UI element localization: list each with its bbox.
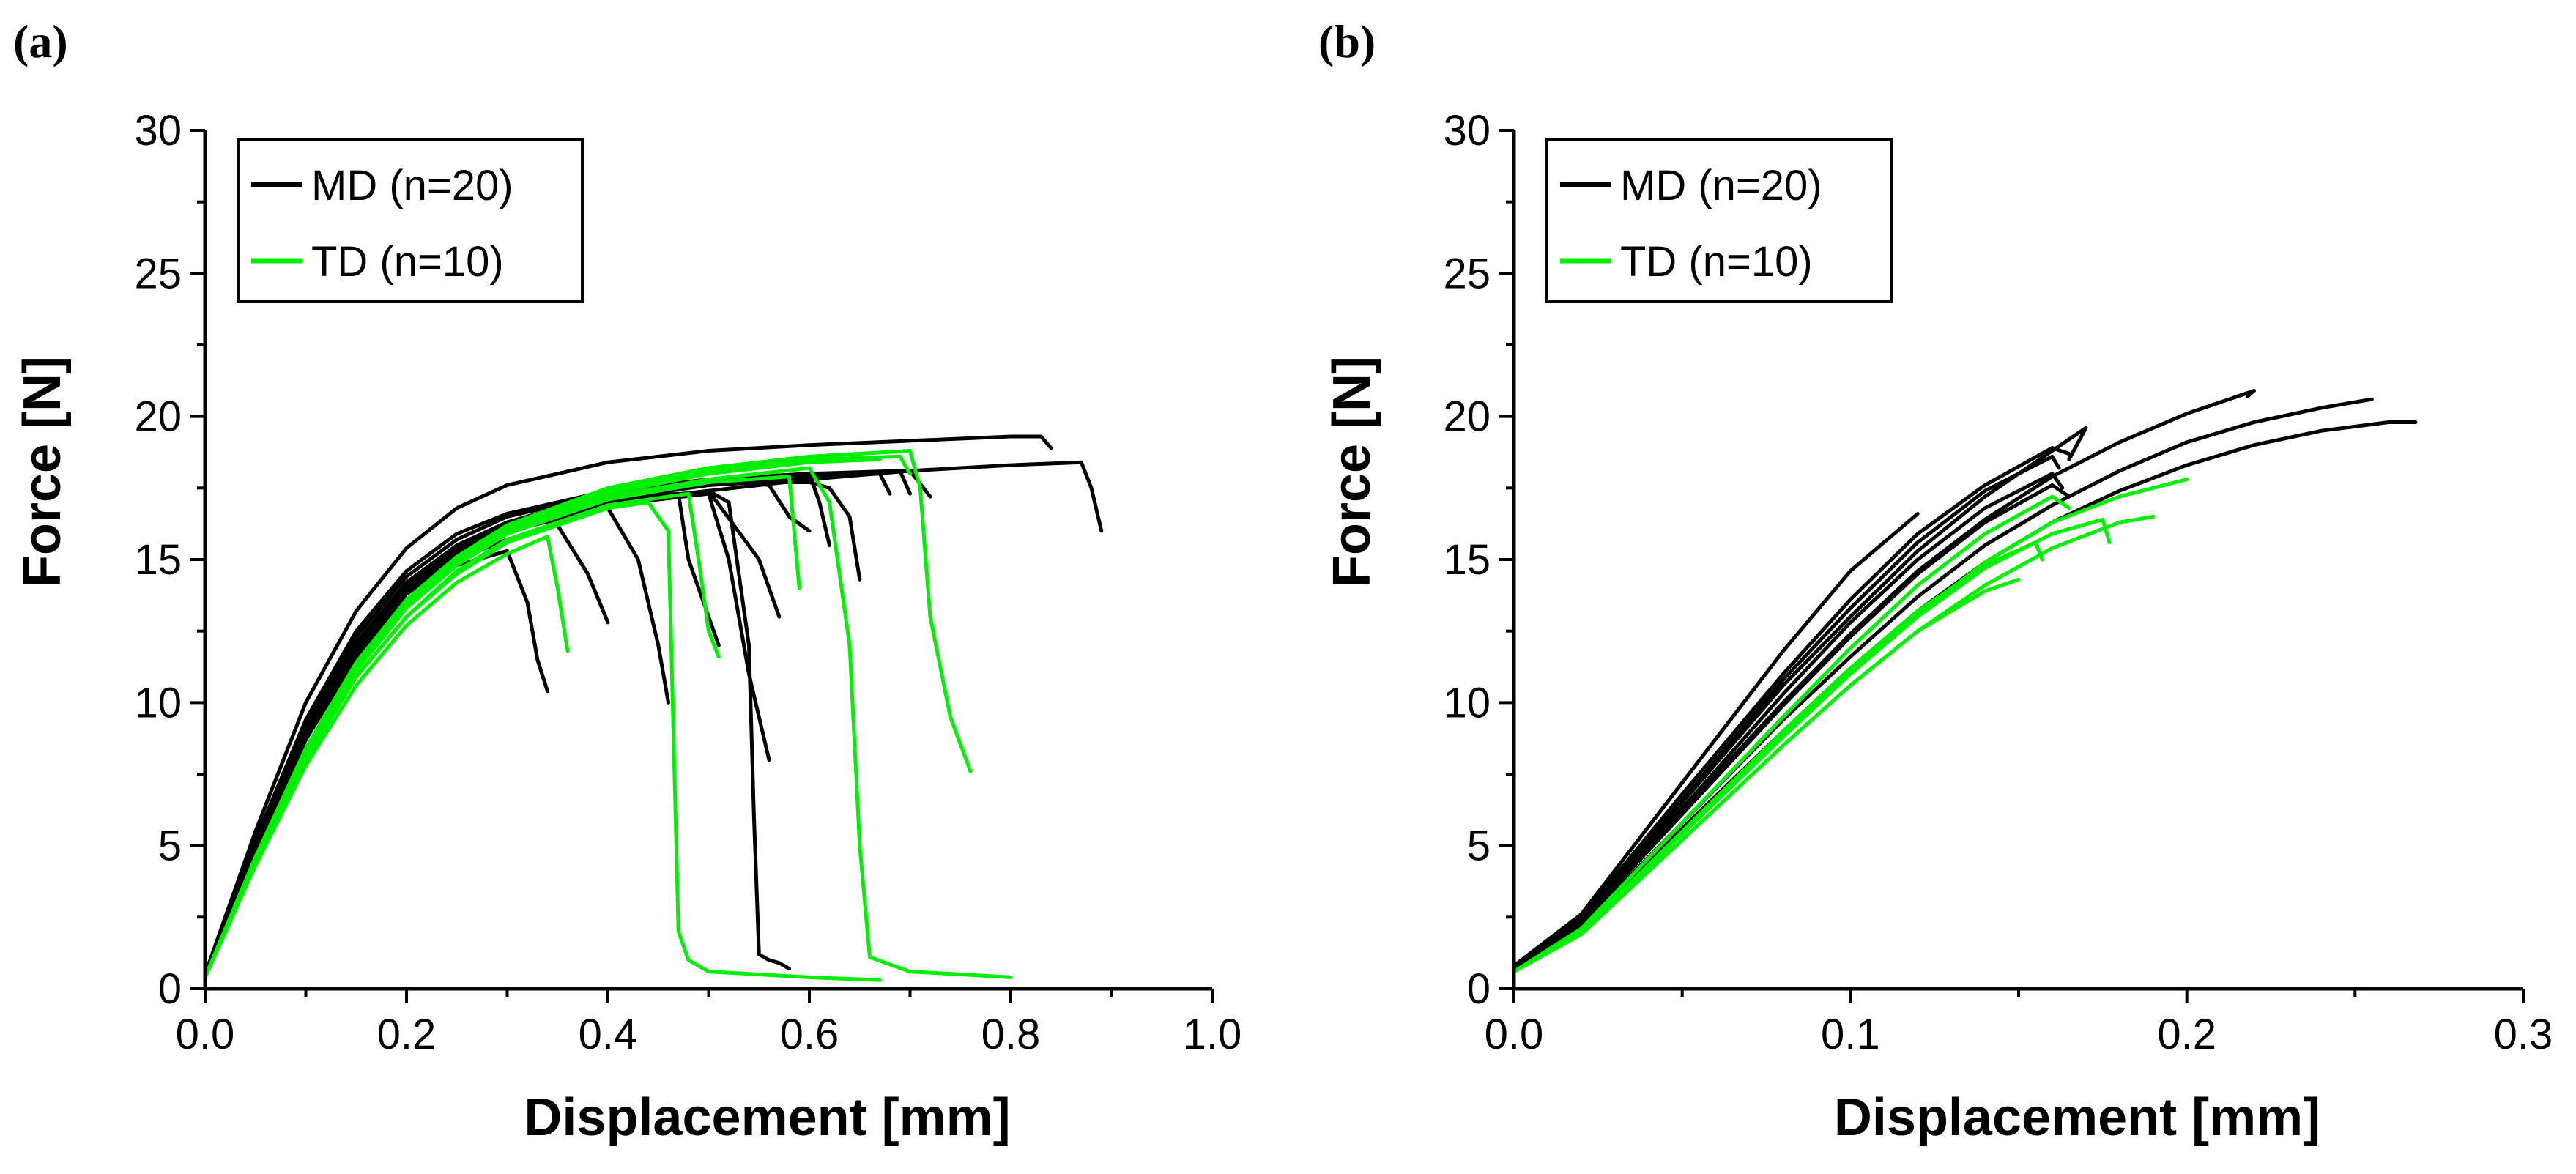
curve-td-5 (203, 491, 721, 979)
x-tick-label: 0.4 (579, 1011, 638, 1058)
x-tick-label: 0.6 (780, 1011, 839, 1058)
curve-td-8 (203, 457, 882, 979)
curve-td-5 (1512, 478, 2189, 974)
x-axis-title: Displacement [mm] (1834, 1088, 2320, 1147)
curves (1512, 389, 2418, 974)
curve-md-5 (1512, 397, 2374, 971)
panel-label: (b) (1318, 15, 1376, 67)
y-axis-title: Force [N] (1323, 356, 1381, 587)
curve-md-14 (203, 472, 831, 976)
y-tick-label: 25 (1443, 250, 1491, 297)
curve-td-6 (1512, 494, 2071, 974)
y-tick-label: 5 (1467, 822, 1491, 870)
legend: MD (n=20) TD (n=10) (1545, 138, 1893, 303)
y-tick-label: 10 (1443, 679, 1491, 727)
curve-md-2 (1512, 446, 2071, 968)
panel-b: (b) 0.0 0.1 0.2 0.3 0 5 10 15 20 25 30 Displacement … (1318, 15, 2553, 1147)
x-tick-label: 1.0 (1183, 1011, 1242, 1058)
curve-md-10 (203, 523, 610, 976)
x-tick-label: 0.8 (981, 1011, 1041, 1058)
y-tick-label: 25 (134, 250, 182, 297)
legend-label-2: TD (n=10) (311, 238, 504, 286)
x-tick-label: 0.1 (1821, 1011, 1880, 1058)
legend-box (237, 138, 584, 303)
y-tick-label: 10 (134, 679, 182, 727)
y-tick-label: 5 (158, 822, 182, 870)
curve-md-7 (1512, 454, 2061, 968)
legend-box (1545, 138, 1893, 303)
curve-md-5 (203, 478, 812, 976)
y-tick-label: 15 (134, 536, 182, 584)
y-tick-label: 0 (1467, 965, 1491, 1013)
legend-label-1: MD (n=20) (311, 162, 513, 209)
curve-td-4 (1512, 514, 2156, 974)
x-tick-label: 0.0 (1485, 1011, 1544, 1058)
curve-md-1 (1512, 512, 1920, 968)
y-axis-title: Force [N] (13, 356, 72, 587)
curve-md-1 (203, 434, 1053, 976)
y-tick-label: 30 (134, 107, 182, 155)
curve-md-9 (1512, 483, 2071, 968)
x-tick-label: 0.2 (377, 1011, 437, 1058)
legend: MD (n=20) TD (n=10) (237, 138, 584, 303)
curve-td-4 (203, 535, 570, 979)
x-tick-label: 0.3 (2494, 1011, 2553, 1058)
panel-a: (a) 0.0 0.2 0.4 0.6 0.8 1.0 0 5 10 15 20 25 30 Displac… (13, 15, 1241, 1147)
y-tick-label: 15 (1443, 536, 1491, 584)
legend-label-1: MD (n=20) (1620, 162, 1822, 209)
curve-md-2 (203, 460, 1104, 976)
y-tick-label: 30 (1443, 107, 1491, 155)
x-tick-label: 0.0 (176, 1011, 235, 1058)
panel-label: (a) (13, 15, 68, 67)
y-tick-label: 20 (1443, 393, 1491, 441)
curve-md-15 (203, 469, 932, 976)
x-axis-title: Displacement [mm] (524, 1088, 1010, 1147)
y-tick-label: 20 (134, 393, 182, 441)
x-tick-label: 0.2 (2157, 1011, 2216, 1058)
legend-label-2: TD (n=10) (1620, 238, 1813, 286)
curves (203, 434, 1104, 982)
y-tick-label: 0 (158, 965, 182, 1013)
